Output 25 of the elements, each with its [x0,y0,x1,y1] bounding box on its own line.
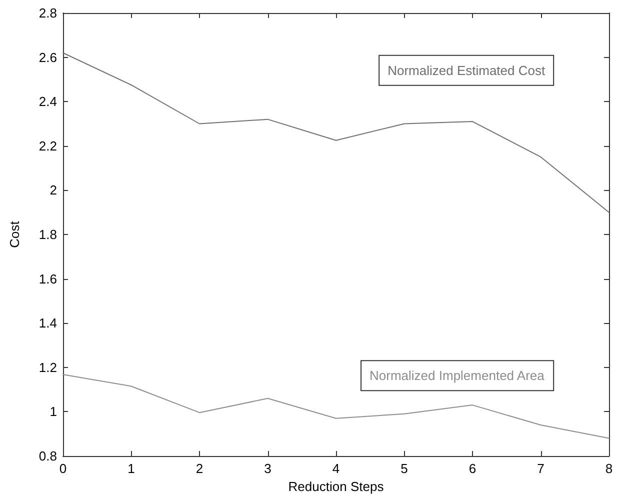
y-axis-title: Cost [7,220,22,248]
y-tick-label: 1.8 [38,227,57,242]
x-tick-label: 1 [128,461,135,476]
y-tick-label: 2.4 [38,94,57,110]
x-tick-label: 0 [59,461,67,476]
x-tick-label: 2 [196,461,204,476]
x-tick-label: 3 [264,461,272,476]
text: Normalized Implemented Area [370,368,546,384]
y-tick-label: 2.2 [38,138,57,154]
y-tick-label: 0.8 [38,448,57,464]
y-tick-label: 2.8 [38,6,57,20]
y-tick-label: 1.6 [38,271,57,286]
text: Normalized Estimated Cost [388,62,546,78]
y-tick-label: 1 [50,404,57,420]
y-tick-label: 1.4 [38,316,57,331]
y-tick-label: 1.2 [38,360,57,375]
x-tick-label: 8 [605,461,613,476]
y-tick-label: 2 [50,182,57,198]
x-tick-label: 4 [332,461,340,476]
x-axis-title: Reduction Steps [288,479,384,494]
x-tick-label: 5 [400,461,408,476]
x-tick-label: 7 [537,461,544,476]
x-tick-label: 6 [468,461,476,476]
line-series [62,52,610,213]
y-tick-label: 2.6 [38,50,57,65]
